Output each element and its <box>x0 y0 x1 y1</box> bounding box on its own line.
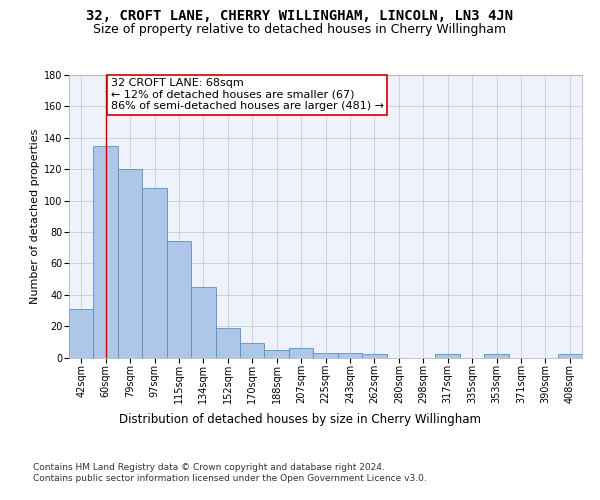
Text: Contains public sector information licensed under the Open Government Licence v3: Contains public sector information licen… <box>33 474 427 483</box>
Bar <box>557 354 582 358</box>
Bar <box>240 344 265 357</box>
Bar <box>313 353 338 358</box>
Text: Size of property relative to detached houses in Cherry Willingham: Size of property relative to detached ho… <box>94 22 506 36</box>
Bar <box>362 354 386 358</box>
Bar <box>265 350 289 358</box>
Bar <box>191 287 215 358</box>
Bar <box>338 353 362 358</box>
Bar <box>484 354 509 358</box>
Bar <box>69 309 94 358</box>
Bar <box>436 354 460 358</box>
Text: 32 CROFT LANE: 68sqm
← 12% of detached houses are smaller (67)
86% of semi-detac: 32 CROFT LANE: 68sqm ← 12% of detached h… <box>110 78 383 112</box>
Bar <box>118 169 142 358</box>
Text: 32, CROFT LANE, CHERRY WILLINGHAM, LINCOLN, LN3 4JN: 32, CROFT LANE, CHERRY WILLINGHAM, LINCO… <box>86 9 514 23</box>
Text: Distribution of detached houses by size in Cherry Willingham: Distribution of detached houses by size … <box>119 412 481 426</box>
Bar <box>94 146 118 358</box>
Y-axis label: Number of detached properties: Number of detached properties <box>30 128 40 304</box>
Bar <box>142 188 167 358</box>
Bar <box>167 242 191 358</box>
Text: Contains HM Land Registry data © Crown copyright and database right 2024.: Contains HM Land Registry data © Crown c… <box>33 462 385 471</box>
Bar <box>289 348 313 358</box>
Bar <box>215 328 240 358</box>
